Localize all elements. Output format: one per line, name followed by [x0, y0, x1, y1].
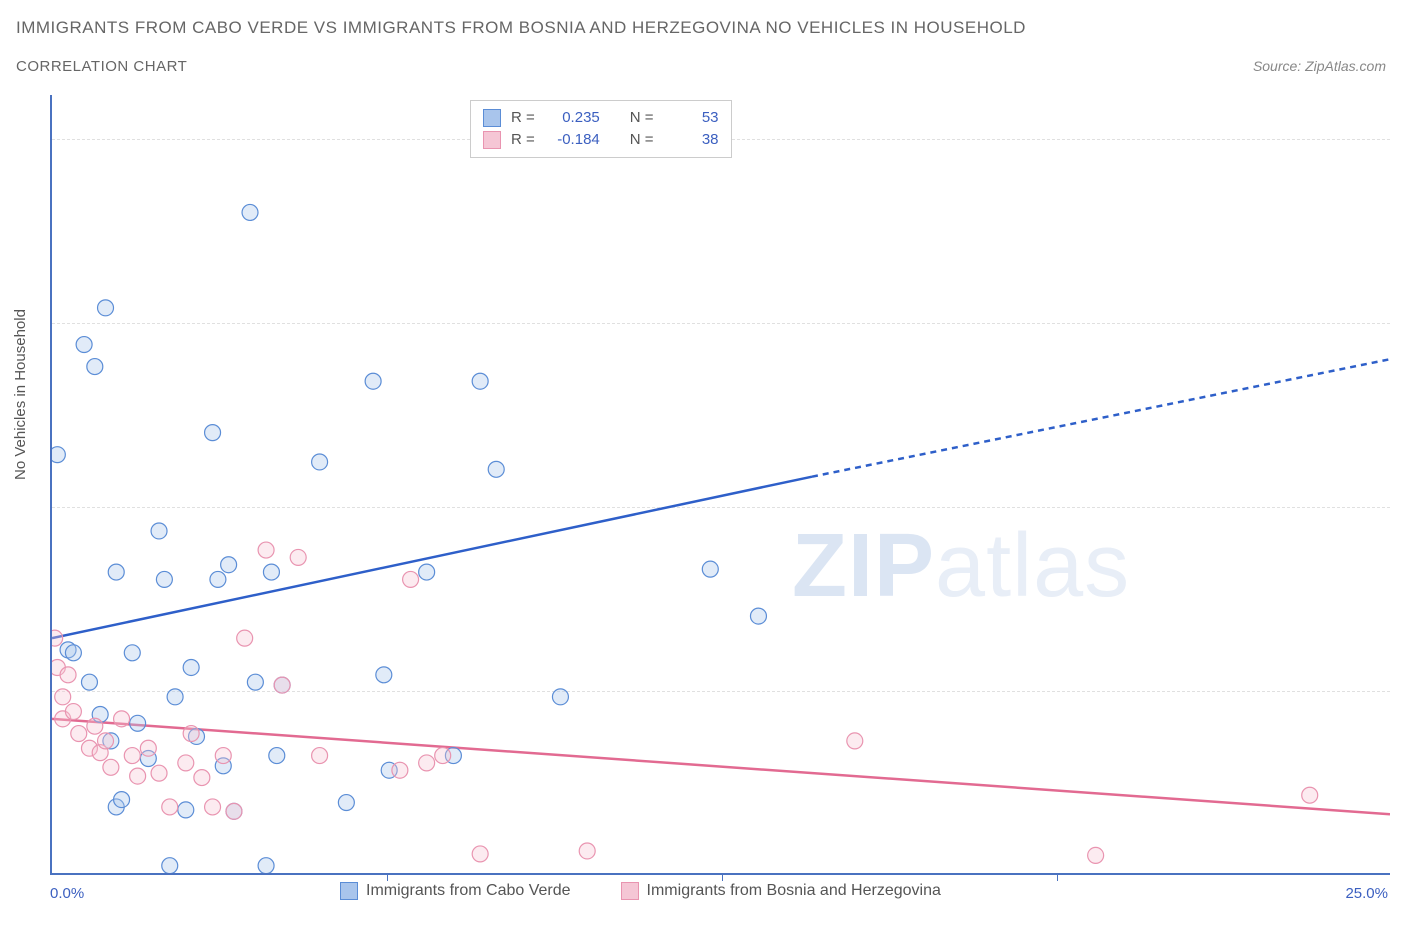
swatch-bottom-1	[340, 882, 358, 900]
swatch-bottom-2	[621, 882, 639, 900]
x-tick	[1057, 873, 1058, 881]
x-tick	[387, 873, 388, 881]
n-value-1: 53	[664, 107, 719, 129]
x-tick-label: 0.0%	[50, 885, 84, 902]
source-attribution: Source: ZipAtlas.com	[1253, 58, 1386, 74]
swatch-series-2	[483, 131, 501, 149]
legend-item-1: Immigrants from Cabo Verde	[340, 882, 571, 900]
swatch-series-1	[483, 109, 501, 127]
series-legend: Immigrants from Cabo Verde Immigrants fr…	[340, 882, 941, 900]
legend-label-1: Immigrants from Cabo Verde	[366, 882, 571, 900]
chart-subtitle: CORRELATION CHART	[16, 58, 187, 75]
correlation-legend: R = 0.235 N = 53 R = -0.184 N = 38	[470, 100, 732, 158]
n-value-2: 38	[664, 129, 719, 151]
chart-container: IMMIGRANTS FROM CABO VERDE VS IMMIGRANTS…	[0, 0, 1406, 930]
y-axis-title: No Vehicles in Household	[12, 309, 29, 480]
y-tick-label: 50.0%	[1395, 131, 1406, 148]
chart-title: IMMIGRANTS FROM CABO VERDE VS IMMIGRANTS…	[16, 18, 1026, 38]
plot-area: ZIPatlas 12.5%25.0%37.5%50.0%	[50, 95, 1390, 875]
legend-row-series-2: R = -0.184 N = 38	[483, 129, 719, 151]
scatter-svg	[52, 95, 1390, 873]
x-tick	[722, 873, 723, 881]
legend-row-series-1: R = 0.235 N = 53	[483, 107, 719, 129]
y-tick-label: 12.5%	[1395, 683, 1406, 700]
r-value-1: 0.235	[545, 107, 600, 129]
y-tick-label: 37.5%	[1395, 315, 1406, 332]
x-tick-label: 25.0%	[1345, 885, 1388, 902]
legend-label-2: Immigrants from Bosnia and Herzegovina	[647, 882, 941, 900]
y-tick-label: 25.0%	[1395, 499, 1406, 516]
r-value-2: -0.184	[545, 129, 600, 151]
legend-item-2: Immigrants from Bosnia and Herzegovina	[621, 882, 941, 900]
